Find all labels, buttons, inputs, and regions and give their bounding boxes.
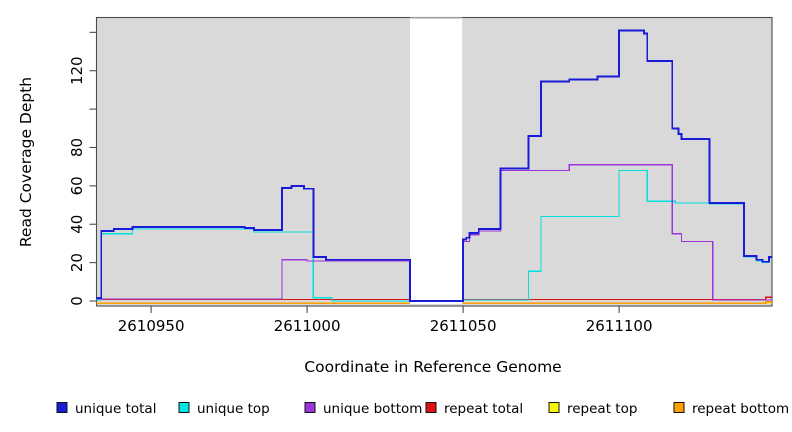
legend-swatch-unique-bottom (304, 402, 316, 413)
legend-label-repeat-bottom: repeat bottom (692, 401, 789, 417)
legend-swatch-repeat-total (425, 402, 437, 413)
y-axis-title: Read Coverage Depth (17, 77, 35, 247)
legend-label-repeat-total: repeat total (444, 401, 523, 417)
x-tick-label: 2610950 (118, 317, 185, 335)
x-axis-title: Coordinate in Reference Genome (304, 358, 561, 376)
y-tick-label: 60 (68, 176, 86, 195)
legend-label-unique-bottom: unique bottom (323, 401, 422, 417)
series-unique-total (96, 29, 772, 302)
y-tick-label: 80 (68, 138, 86, 157)
legend-swatch-repeat-top (548, 402, 560, 413)
legend-label-unique-top: unique top (197, 401, 270, 417)
legend-label-repeat-top: repeat top (567, 401, 637, 417)
y-tick-label: 120 (68, 56, 86, 85)
y-tick-label: 0 (68, 296, 86, 306)
legend-swatch-repeat-bottom (673, 402, 685, 413)
legend-swatch-unique-total (56, 402, 68, 413)
x-tick-label: 2611100 (586, 317, 653, 335)
x-tick-label: 2611000 (274, 317, 341, 335)
y-tick-label: 20 (68, 253, 86, 272)
y-tick-label: 40 (68, 215, 86, 234)
gap-band (410, 17, 463, 304)
legend-swatch-unique-top (178, 402, 190, 413)
x-tick-label: 2611050 (430, 317, 497, 335)
legend-label-unique-total: unique total (75, 401, 156, 417)
